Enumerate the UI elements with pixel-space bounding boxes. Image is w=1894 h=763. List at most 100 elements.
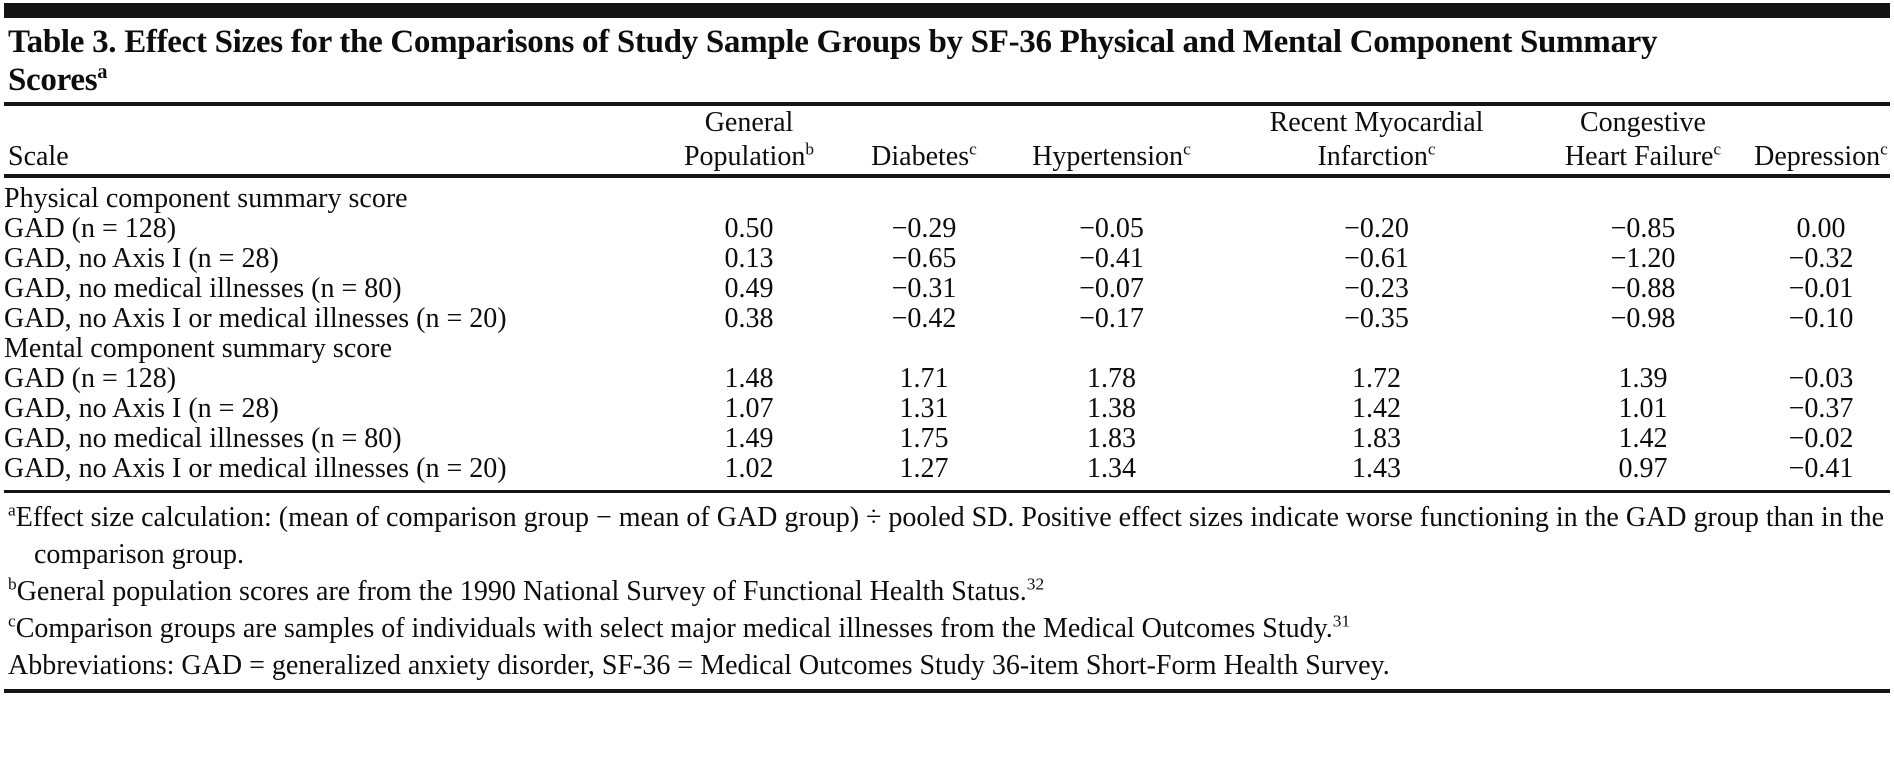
footnote-marker: b bbox=[8, 574, 17, 594]
col-header-bottom-line: Infarctionc bbox=[1219, 140, 1534, 174]
col-header-scale-label: Scale bbox=[8, 141, 69, 172]
value-cell: 1.71 bbox=[899, 363, 949, 394]
col-footnote-marker: b bbox=[805, 139, 815, 159]
rule-table-bottom bbox=[4, 689, 1890, 693]
value-cell: 1.49 bbox=[724, 423, 774, 454]
value-cell: −0.02 bbox=[1788, 423, 1854, 454]
table-title-line2-text: Scores bbox=[8, 62, 98, 98]
value-cell: 1.34 bbox=[1004, 454, 1219, 493]
value-cell: 0.13 bbox=[724, 243, 774, 274]
value-cell: 1.27 bbox=[844, 454, 1004, 493]
data-row: GAD, no medical illnesses (n = 80) 1.49 … bbox=[4, 424, 1890, 454]
data-row: GAD, no Axis I or medical illnesses (n =… bbox=[4, 454, 1890, 493]
footnote-abbreviations: Abbreviations: GAD = generalized anxiety… bbox=[8, 647, 1886, 684]
col-header-bottom-line: Diabetesc bbox=[844, 140, 1004, 174]
col-footnote-marker: c bbox=[1427, 139, 1436, 159]
col-header-bottom-line: Heart Failurec bbox=[1534, 140, 1752, 174]
value-cell: −0.05 bbox=[1079, 213, 1144, 244]
col-header-depression: Depressionc bbox=[1752, 106, 1890, 178]
col-footnote-marker: c bbox=[1880, 139, 1888, 159]
row-label: GAD (n = 128) bbox=[4, 213, 177, 244]
rule-under-title bbox=[4, 102, 1890, 106]
value-cell: 1.83 bbox=[1352, 423, 1401, 454]
row-label: GAD, no Axis I (n = 28) bbox=[4, 393, 279, 424]
section-header-label: Physical component summary score bbox=[4, 183, 408, 214]
value-cell: 1.01 bbox=[1618, 393, 1668, 424]
value-cell: −0.61 bbox=[1344, 243, 1409, 274]
footnote-text: General population scores are from the 1… bbox=[16, 576, 1027, 607]
data-row: GAD, no medical illnesses (n = 80) 0.49 … bbox=[4, 274, 1890, 304]
header-row: Scale General Populationb Diabetesc Hype… bbox=[4, 106, 1890, 178]
effect-sizes-table: Scale General Populationb Diabetesc Hype… bbox=[4, 106, 1890, 493]
table-title: Table 3. Effect Sizes for the Comparison… bbox=[8, 23, 1886, 99]
col-header-label: Infarction bbox=[1317, 141, 1428, 172]
value-cell: −0.31 bbox=[891, 273, 957, 304]
row-label: GAD, no Axis I (n = 28) bbox=[4, 243, 279, 274]
value-cell: 1.39 bbox=[1618, 363, 1668, 394]
table-title-line1: Table 3. Effect Sizes for the Comparison… bbox=[8, 24, 1658, 60]
value-cell: 1.42 bbox=[1618, 423, 1668, 454]
table-footnotes: aEffect size calculation: (mean of compa… bbox=[8, 499, 1886, 684]
value-cell: 1.75 bbox=[899, 423, 949, 454]
value-cell: 1.07 bbox=[724, 393, 774, 424]
value-cell: −0.07 bbox=[1079, 273, 1144, 304]
row-label: GAD, no Axis I or medical illnesses (n =… bbox=[4, 454, 654, 493]
col-header-congestive-heart-failure: Congestive Heart Failurec bbox=[1534, 106, 1752, 178]
value-cell: 1.83 bbox=[1087, 423, 1136, 454]
value-cell: −0.20 bbox=[1344, 213, 1409, 244]
footnote-text: Comparison groups are samples of individ… bbox=[15, 613, 1333, 644]
col-header-bottom-line: Hypertensionc bbox=[1004, 140, 1219, 174]
value-cell: 1.02 bbox=[654, 454, 844, 493]
section-header-row-physical: Physical component summary score bbox=[4, 176, 1890, 214]
section-header-row-mental: Mental component summary score bbox=[4, 334, 1890, 364]
section-header-label: Mental component summary score bbox=[4, 333, 393, 364]
col-header-general-population: General Populationb bbox=[654, 106, 844, 178]
col-footnote-marker: c bbox=[1713, 139, 1722, 159]
value-cell: −0.03 bbox=[1788, 363, 1854, 394]
data-row: GAD, no Axis I (n = 28) 0.13 −0.65 −0.41… bbox=[4, 244, 1890, 274]
footnote-text: Effect size calculation: (mean of compar… bbox=[15, 502, 1885, 570]
footnote-reference-number: 31 bbox=[1332, 611, 1351, 631]
value-cell: −0.85 bbox=[1610, 213, 1676, 244]
value-cell: 0.38 bbox=[724, 303, 774, 334]
footnote-text: Abbreviations: GAD = generalized anxiety… bbox=[8, 650, 1390, 681]
value-cell: −0.32 bbox=[1788, 243, 1854, 274]
value-cell: −0.88 bbox=[1610, 273, 1676, 304]
value-cell: −1.20 bbox=[1610, 243, 1676, 274]
value-cell: −0.29 bbox=[891, 213, 957, 244]
table-header: Scale General Populationb Diabetesc Hype… bbox=[4, 106, 1890, 178]
table-top-bar bbox=[4, 3, 1890, 18]
col-header-scale: Scale bbox=[4, 106, 654, 178]
col-header-diabetes: Diabetesc bbox=[844, 106, 1004, 178]
footnote-a: aEffect size calculation: (mean of compa… bbox=[8, 499, 1886, 573]
col-header-top-line: General bbox=[704, 107, 794, 138]
footnote-b: bGeneral population scores are from the … bbox=[8, 573, 1886, 610]
col-footnote-marker: c bbox=[969, 139, 977, 159]
footnote-marker: c bbox=[8, 611, 16, 631]
col-header-label: Population bbox=[683, 141, 806, 172]
col-header-label: Depression bbox=[1754, 141, 1881, 172]
footnote-marker: a bbox=[8, 500, 16, 520]
table-title-line2: Scoresa bbox=[8, 61, 1886, 99]
col-header-bottom-line: Depressionc bbox=[1752, 140, 1890, 174]
col-header-label: Heart Failure bbox=[1564, 141, 1714, 172]
row-label: GAD, no Axis I or medical illnesses (n =… bbox=[4, 303, 507, 334]
value-cell: −0.41 bbox=[1079, 243, 1144, 274]
value-cell: −0.65 bbox=[891, 243, 957, 274]
value-cell: 0.97 bbox=[1534, 454, 1752, 493]
paper-table-page: Table 3. Effect Sizes for the Comparison… bbox=[0, 3, 1894, 763]
value-cell: −0.01 bbox=[1788, 273, 1854, 304]
data-row: GAD, no Axis I (n = 28) 1.07 1.31 1.38 1… bbox=[4, 394, 1890, 424]
col-header-label: Diabetes bbox=[871, 141, 970, 172]
col-footnote-marker: c bbox=[1183, 139, 1191, 159]
col-header-label: Hypertension bbox=[1032, 141, 1184, 172]
col-header-bottom-line: Populationb bbox=[654, 140, 844, 174]
footnote-c: cComparison groups are samples of indivi… bbox=[8, 610, 1886, 647]
value-cell: 1.43 bbox=[1219, 454, 1534, 493]
data-row: GAD (n = 128) 1.48 1.71 1.78 1.72 1.39 −… bbox=[4, 364, 1890, 394]
value-cell: 1.31 bbox=[899, 393, 949, 424]
value-cell: 0.49 bbox=[724, 273, 774, 304]
value-cell: 1.38 bbox=[1087, 393, 1136, 424]
value-cell: 1.78 bbox=[1087, 363, 1136, 394]
table-title-footnote-marker: a bbox=[97, 61, 108, 83]
